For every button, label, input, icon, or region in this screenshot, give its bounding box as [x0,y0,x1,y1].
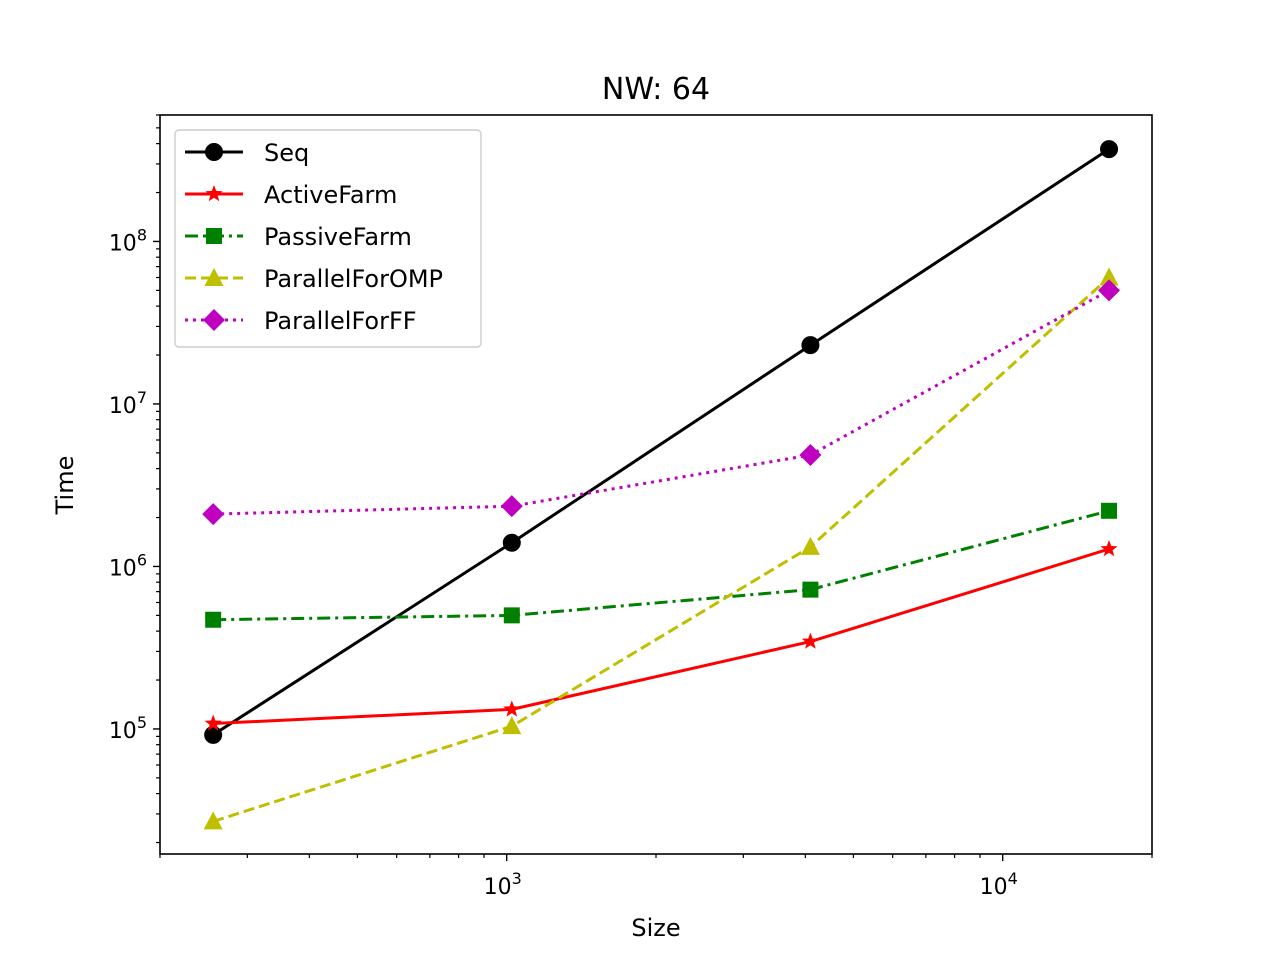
data-point-parallelforomp [1099,267,1119,286]
y-tick-label: 106 [109,550,147,581]
legend-label-passivefarm: PassiveFarm [264,223,412,251]
legend-label-seq: Seq [264,139,309,167]
data-point-passivefarm [205,611,222,628]
data-point-seq [502,533,521,552]
data-point-parallelforomp [502,716,522,735]
data-point-seq [1100,140,1119,159]
series-line-activefarm [213,547,1110,725]
legend-marker-activefarm [205,185,223,202]
y-axis-label: Time [51,456,79,516]
series-line-passivefarm [213,509,1110,622]
data-point-activefarm [801,632,819,649]
legend-label-parallelforomp: ParallelForOMP [264,265,443,293]
legend-box [174,129,482,348]
legend-marker-parallelforff [203,309,225,331]
x-tick-label: 104 [980,869,1018,900]
x-axis-label: Size [631,914,680,942]
legend: Seq ActiveFarm PassiveFarm ParallelForOMP Pa… [174,129,482,348]
data-point-parallelforomp [203,811,223,830]
data-point-parallelforff [500,495,523,518]
data-point-activefarm [503,700,521,717]
y-tick-label: 108 [109,225,147,256]
x-tick-label: 103 [484,869,522,900]
chart-title: NW: 64 [602,72,710,107]
legend-label-parallelforff: ParallelForFF [264,307,417,335]
data-point-seq [801,336,820,355]
legend-marker-seq [205,143,223,161]
data-point-activefarm [1100,540,1118,557]
legend-label-activefarm: ActiveFarm [264,181,397,209]
y-tick-label: 105 [109,713,147,744]
data-point-parallelforomp [800,536,820,555]
series-line-parallelforff [213,289,1110,516]
series-line-seq [212,147,1110,737]
data-point-activefarm [204,714,222,731]
data-point-passivefarm [802,581,819,598]
data-point-parallelforff [799,444,822,467]
data-point-seq [204,725,223,744]
data-point-parallelforff [1098,279,1121,302]
legend-marker-parallelforomp [204,268,224,286]
series-line-parallelforomp [212,276,1111,823]
y-tick-label: 107 [109,388,147,419]
data-point-parallelforff [202,503,225,526]
data-point-passivefarm [503,607,520,624]
data-point-passivefarm [1101,502,1118,519]
legend-marker-passivefarm [206,228,222,244]
plot-area: 103 104 105 106 107 108 [109,114,1153,900]
